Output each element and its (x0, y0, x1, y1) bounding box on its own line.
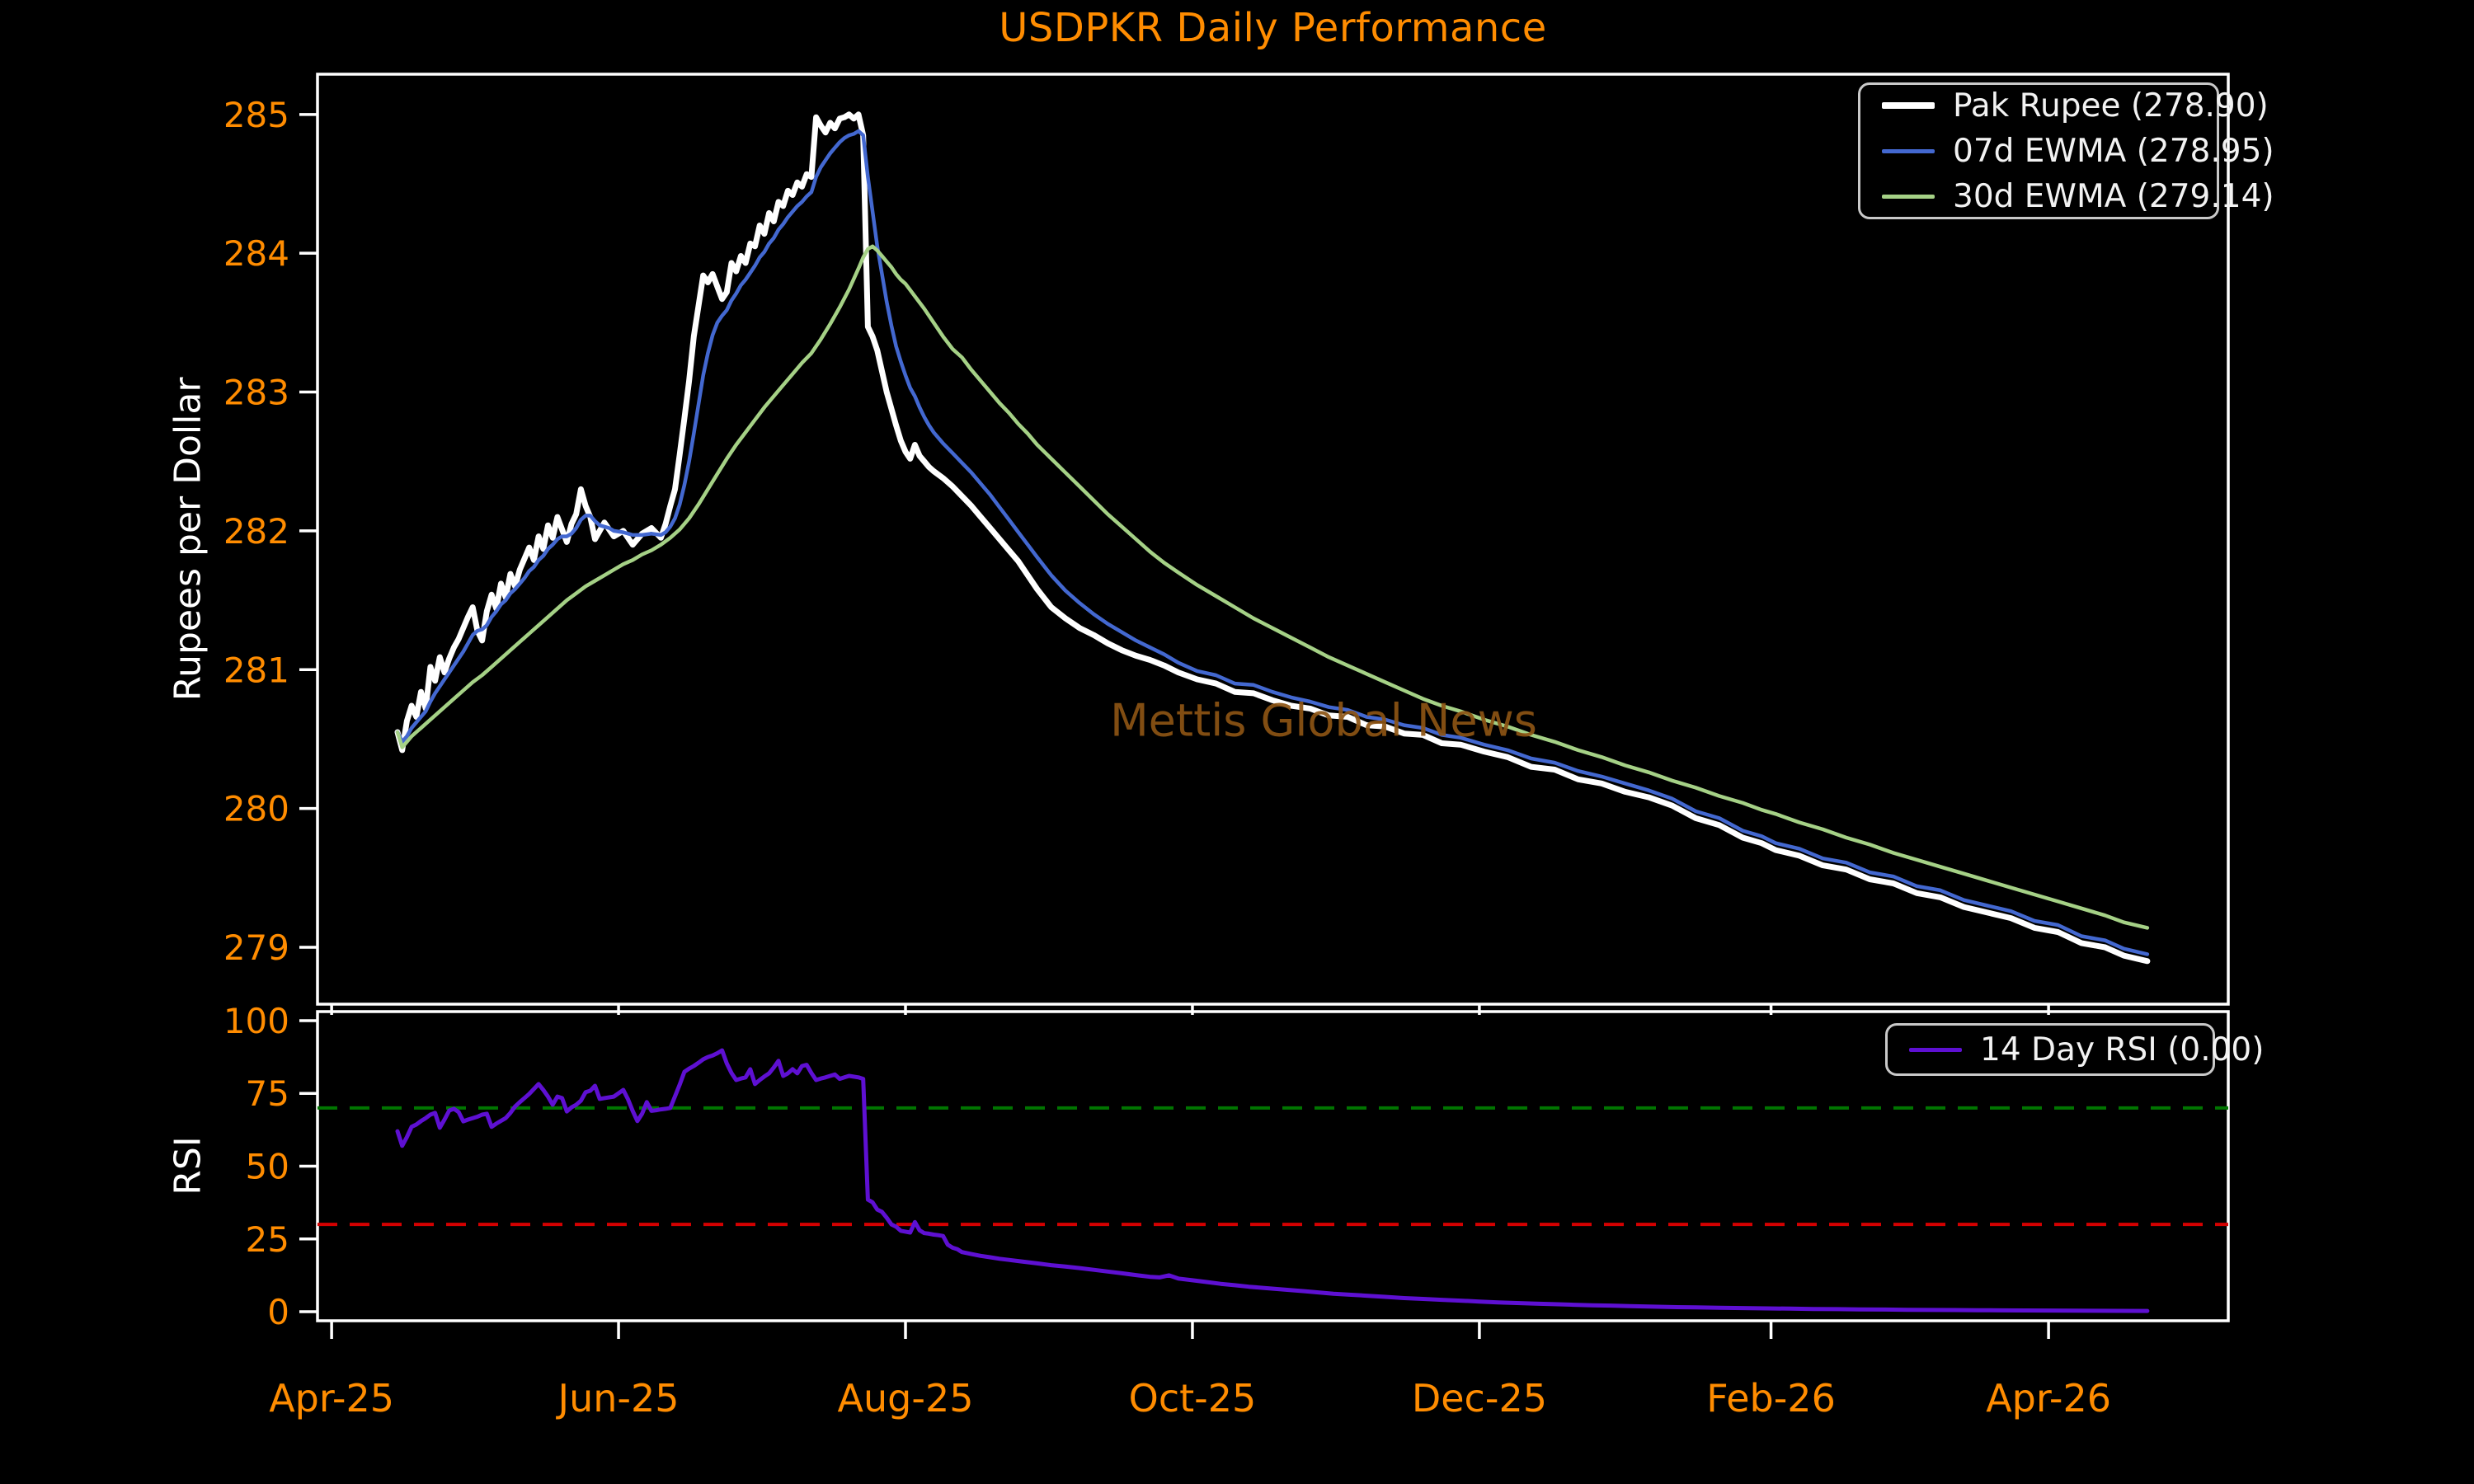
series-line-30d-ewma (395, 244, 2150, 930)
legend-label: 07d EWMA (278.95) (1953, 132, 2274, 170)
series-line-14-day-rsi (395, 1048, 2150, 1313)
price-axis-label: Rupees per Dollar (167, 377, 209, 702)
x-tick-label: Aug-25 (838, 1376, 974, 1421)
x-tick-label: Feb-26 (1706, 1376, 1836, 1421)
series-line-07d-ewma (395, 129, 2150, 956)
legend-item-pak-rupee: Pak Rupee (278.90) (1882, 87, 2269, 124)
ewma07-line-swatch (1882, 148, 1935, 153)
rsi-y-tick-label: 50 (246, 1147, 289, 1187)
price-legend: Pak Rupee (278.90) 07d EWMA (278.95) 30d… (1858, 82, 2274, 219)
rsi-y-tick-label: 100 (223, 1001, 289, 1041)
rsi-y-tick-label: 0 (267, 1292, 289, 1332)
price-y-tick-label: 283 (223, 373, 289, 413)
x-tick-label: Dec-25 (1412, 1376, 1547, 1421)
rsi-line-swatch (1909, 1047, 1962, 1052)
legend-item-rsi: 14 Day RSI (0.00) (1909, 1031, 2264, 1068)
x-tick-label: Jun-25 (556, 1376, 680, 1421)
x-tick-label: Apr-25 (269, 1376, 394, 1421)
legend-label: 30d EWMA (279.14) (1953, 177, 2274, 215)
legend-item-ewma30: 30d EWMA (279.14) (1882, 178, 2274, 215)
chart-title: USDPKR Daily Performance (999, 5, 1547, 51)
rsi-y-tick-label: 25 (246, 1219, 289, 1260)
rsi-y-tick-label: 75 (246, 1073, 289, 1114)
legend-label: 14 Day RSI (0.00) (1980, 1031, 2265, 1068)
x-tick-label: Apr-26 (1986, 1376, 2111, 1421)
price-y-tick-label: 285 (223, 95, 289, 135)
legend-item-ewma07: 07d EWMA (278.95) (1882, 133, 2274, 170)
price-y-tick-label: 280 (223, 789, 289, 829)
ewma30-line-swatch (1882, 194, 1935, 199)
price-y-tick-label: 284 (223, 233, 289, 274)
x-tick-label: Oct-25 (1129, 1376, 1257, 1421)
price-y-tick-label: 282 (223, 511, 289, 552)
pak-rupee-line-swatch (1882, 102, 1935, 109)
legend-label: Pak Rupee (278.90) (1953, 87, 2269, 124)
price-y-tick-label: 279 (223, 928, 289, 968)
price-panel-spines (316, 73, 2230, 1006)
series-line-pak-rupee (394, 111, 2151, 965)
rsi-legend: 14 Day RSI (0.00) (1885, 1023, 2264, 1076)
price-y-tick-label: 281 (223, 650, 289, 690)
watermark-text: Mettis Global News (1110, 694, 1537, 747)
rsi-axis-label: RSI (167, 1136, 209, 1195)
